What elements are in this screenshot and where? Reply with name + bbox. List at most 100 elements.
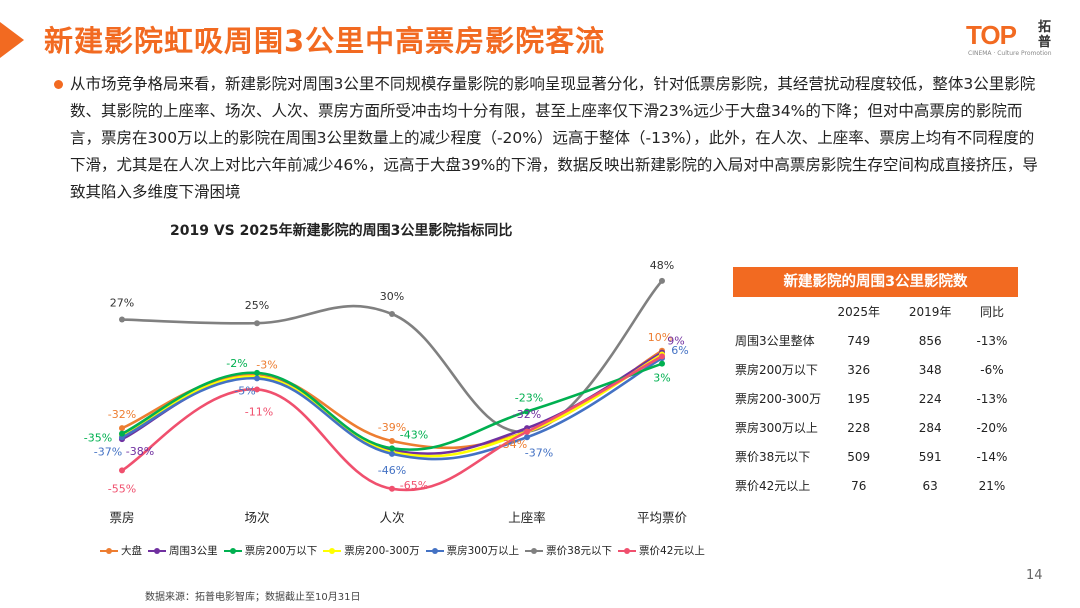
data-label: -46% [378, 464, 406, 477]
table-row: 票房300万以上 228 284 -20% [733, 413, 1018, 442]
table-header-row: 2025年 2019年 同比 [733, 297, 1018, 326]
data-label: 48% [650, 259, 674, 272]
data-point [389, 311, 395, 317]
legend-item: 票房300万以上 [425, 543, 520, 558]
data-point [659, 277, 665, 284]
table-cell: 856 [918, 333, 942, 348]
x-tick-label: 场次 [244, 510, 269, 525]
table-cell: 591 [918, 449, 942, 464]
table-header-cell: 2019年 [908, 305, 952, 319]
data-point [524, 434, 530, 441]
page-title: 新建影院虹吸周围3公里中高票房影院客流 [44, 24, 606, 58]
data-label: 3% [653, 372, 670, 385]
data-label: -37% [94, 445, 122, 458]
table-cell: -13% [976, 333, 1008, 348]
table-body: 2025年 2019年 同比 周围3公里整体 749 856 -13% 票房20… [733, 297, 1018, 500]
page-number: 14 [1026, 568, 1043, 583]
table-cell: 票价42元以上 [735, 479, 811, 493]
table-cell: -14% [976, 449, 1008, 464]
company-logo: TOP 拓普 CINEMA · Culture Promotion [966, 20, 1066, 64]
data-point [119, 316, 125, 323]
data-label: 27% [110, 297, 134, 310]
legend-item: 周围3公里 [148, 543, 218, 558]
data-label: -37% [525, 446, 553, 459]
legend-label: 票房300万以上 [446, 545, 520, 557]
data-label: -3% [256, 359, 277, 372]
legend-swatch [525, 546, 544, 556]
table-cell: 228 [847, 420, 871, 435]
data-point [119, 467, 125, 474]
legend-swatch [223, 546, 242, 556]
data-label: 9% [667, 335, 684, 348]
table-row: 票价38元以下 509 591 -14% [733, 442, 1018, 471]
table-cell: 票房200-300万 [735, 392, 822, 406]
chart-title: 2019 VS 2025年新建影院的周围3公里影院指标同比 [170, 223, 513, 239]
legend-swatch [148, 546, 166, 556]
table-row: 周围3公里整体 749 856 -13% [733, 326, 1018, 355]
data-point [524, 408, 530, 415]
table-cell: 195 [847, 391, 871, 406]
table-row: 票房200-300万 195 224 -13% [733, 384, 1018, 413]
title-accent-triangle [0, 22, 24, 58]
legend-label: 票价42元以上 [639, 545, 705, 557]
data-source-note: 数据来源：拓普电影智库；数据截止至10月31日 [145, 592, 361, 603]
data-label: -32% [513, 408, 541, 421]
data-point [524, 428, 530, 435]
legend-label: 大盘 [121, 545, 142, 557]
data-label: -34% [499, 438, 527, 451]
data-label: -2% [226, 357, 247, 370]
table-header-cell: 同比 [979, 305, 1004, 319]
data-point [119, 430, 125, 437]
data-label: -35% [84, 432, 112, 445]
data-label: 10% [648, 331, 672, 344]
logo-main-text: TOP [966, 20, 1017, 50]
table-cell: -13% [976, 391, 1008, 406]
x-tick-label: 平均票价 [637, 510, 688, 525]
table-header-cell [733, 297, 823, 326]
table-cell: 326 [847, 362, 871, 377]
data-label: -38% [126, 445, 154, 458]
data-point [389, 437, 395, 444]
data-label: -11% [245, 405, 273, 418]
data-label: -43% [400, 428, 428, 441]
data-point [119, 425, 125, 432]
legend-label: 周围3公里 [169, 545, 218, 557]
table-title: 新建影院的周围3公里影院数 [733, 267, 1018, 297]
legend-swatch [323, 546, 342, 556]
table-cell: 76 [851, 478, 867, 493]
x-tick-label: 票房 [109, 510, 134, 525]
data-point [389, 450, 395, 457]
x-tick-label: 上座率 [508, 510, 546, 525]
data-label: -23% [515, 392, 543, 405]
data-label: -5% [234, 384, 255, 397]
legend-label: 票房200-300万 [344, 545, 420, 557]
legend-swatch [425, 546, 444, 556]
legend-label: 票房200万以下 [244, 545, 318, 557]
legend-swatch [618, 546, 637, 556]
table-cell: -20% [976, 420, 1008, 435]
logo-sub-text: 拓普 [1038, 20, 1052, 50]
table-cell: -6% [980, 362, 1004, 377]
table-cell: 21% [978, 478, 1006, 493]
series-line-6 [121, 355, 663, 492]
data-point [254, 369, 260, 376]
legend-item: 票房200万以下 [223, 543, 318, 558]
data-label: 25% [245, 299, 269, 312]
table-row: 票价42元以上 76 63 21% [733, 471, 1018, 500]
table-cell: 509 [847, 449, 871, 464]
table-cell: 票房300万以上 [735, 421, 818, 435]
legend-swatch [100, 546, 118, 556]
table-cell: 票价38元以下 [735, 450, 811, 464]
data-label: 6% [671, 344, 688, 357]
cinema-count-table: 新建影院的周围3公里影院数 2025年 2019年 同比 周围3公里整体 749… [733, 267, 1018, 500]
table-cell: 224 [918, 391, 942, 406]
data-point [254, 320, 260, 327]
data-label: -55% [108, 482, 136, 495]
x-tick-label: 人次 [379, 510, 404, 525]
bullet-dot-icon [54, 80, 63, 89]
data-point [389, 445, 395, 452]
logo-tagline: CINEMA · Culture Promotion [968, 50, 1052, 57]
data-label: 30% [380, 290, 404, 303]
table-cell: 票房200万以下 [735, 363, 818, 377]
